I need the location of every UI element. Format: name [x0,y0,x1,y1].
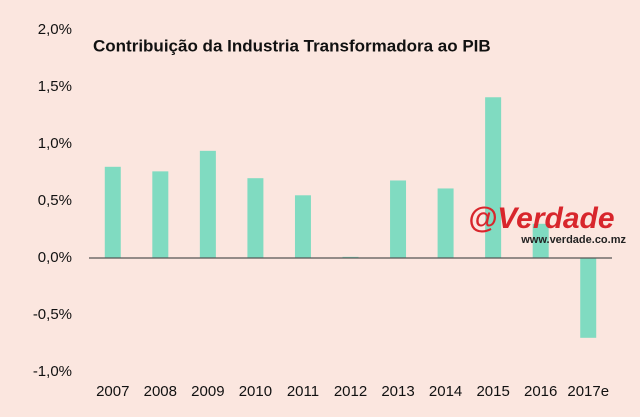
y-tick-label: -0,5% [33,306,72,323]
bar [437,188,454,258]
bar [199,150,216,258]
x-tick-label: 2011 [287,383,319,400]
x-tick-label: 2015 [476,383,509,400]
x-tick-label: 2010 [239,383,272,400]
y-tick-label: 0,5% [38,192,72,209]
bar [152,171,169,258]
y-tick-label: 0,0% [38,249,72,266]
x-tick-label: 2017e [567,383,609,400]
bar [580,258,597,338]
bar [485,97,502,258]
y-tick-label: 1,5% [38,78,72,95]
x-tick-label: 2012 [334,383,367,400]
x-tick-label: 2008 [144,383,177,400]
bar [247,178,264,258]
x-tick-label: 2007 [96,383,129,400]
x-tick-label: 2009 [191,383,224,400]
bar [104,166,121,258]
y-tick-label: -1,0% [33,363,72,380]
bar [390,180,407,258]
bar [294,195,311,258]
chart-title: Contribuição da Industria Transformadora… [93,36,491,55]
y-tick-label: 2,0% [38,21,72,38]
y-tick-label: 1,0% [38,135,72,152]
watermark-url: www.verdade.co.mz [520,234,626,246]
x-tick-label: 2013 [381,383,414,400]
x-tick-label: 2016 [524,383,557,400]
bar [532,223,549,258]
x-tick-label: 2014 [429,383,462,400]
watermark-brand: @Verdade [468,202,615,235]
